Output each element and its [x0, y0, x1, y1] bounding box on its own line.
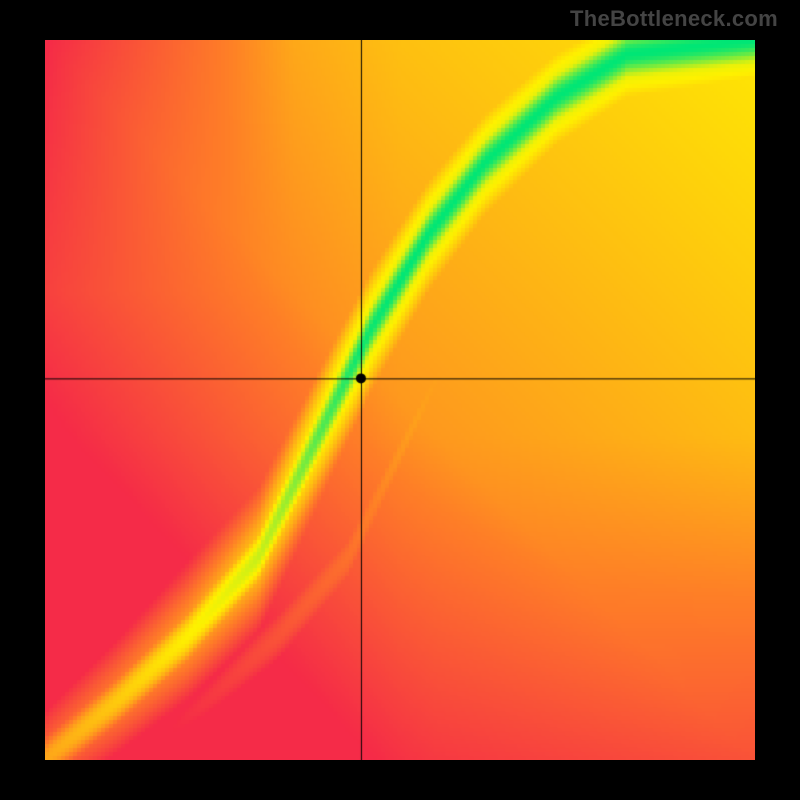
heatmap-canvas: [45, 40, 755, 760]
watermark-text: TheBottleneck.com: [570, 6, 778, 32]
plot-area: [45, 40, 755, 760]
chart-frame: TheBottleneck.com: [0, 0, 800, 800]
